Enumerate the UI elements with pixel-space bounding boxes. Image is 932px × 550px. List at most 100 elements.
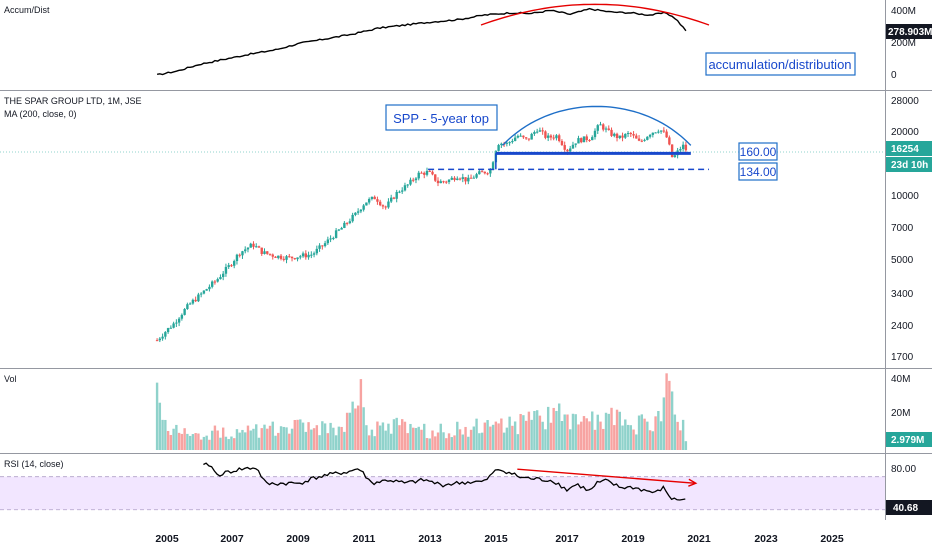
- price-candle-body: [310, 254, 313, 256]
- price-tick: 20000: [891, 127, 919, 138]
- price-candle-body: [580, 138, 583, 143]
- volume-bar: [389, 433, 393, 450]
- price-candle-body: [208, 286, 211, 290]
- volume-bar: [230, 436, 233, 450]
- volume-bar: [552, 407, 555, 450]
- volume-bar: [494, 421, 498, 450]
- price-candle-body: [354, 212, 357, 215]
- top-dome-arc: [502, 105, 692, 146]
- price-tick: 1700: [891, 352, 914, 363]
- price-candle-body: [241, 251, 244, 256]
- volume-bar: [412, 427, 415, 450]
- price-candle-body: [321, 245, 324, 247]
- bar-countdown: 23d 10h: [891, 160, 928, 171]
- price-candle-body: [431, 171, 434, 175]
- price-candle-body: [373, 196, 376, 200]
- level-lower-box[interactable]: [738, 162, 778, 181]
- rsi-trend-arrow-head: [688, 478, 698, 487]
- volume-bar: [164, 419, 167, 450]
- price-candle-body: [255, 246, 258, 248]
- volume-bar: [354, 408, 357, 450]
- price-candle-body: [343, 222, 346, 228]
- price-candle-body: [260, 247, 263, 254]
- volume-bar: [577, 424, 580, 450]
- price-candle-body: [356, 211, 360, 213]
- rsi-trend-arrow-line: [517, 468, 696, 484]
- price-candle-body: [367, 198, 371, 203]
- price-candle-body: [271, 254, 274, 257]
- price-candle-body: [329, 238, 332, 240]
- price-candle-body: [497, 145, 500, 151]
- price-candle-body: [483, 171, 487, 174]
- volume-bar: [183, 428, 186, 450]
- volume-bar: [527, 411, 531, 450]
- volume-bar: [252, 428, 255, 450]
- volume-bar: [604, 412, 608, 450]
- price-candle-body: [161, 336, 164, 339]
- price-candle-body: [538, 130, 542, 132]
- volume-bar: [522, 415, 525, 450]
- volume-bar: [613, 425, 616, 450]
- ad-last-value: 278.903M: [888, 27, 932, 38]
- volume-bar: [651, 431, 655, 450]
- price-candle-body: [613, 133, 616, 136]
- price-candle-body: [180, 314, 184, 319]
- price-candle-body: [155, 340, 159, 342]
- price-candle-body: [513, 137, 517, 141]
- volume-bar: [511, 425, 514, 450]
- price-candle-body: [197, 294, 200, 302]
- top-annotation-box[interactable]: [385, 104, 498, 131]
- price-candle-body: [359, 209, 363, 212]
- volume-bar: [414, 428, 418, 450]
- volume-bar: [657, 411, 660, 450]
- volume-bar: [447, 433, 451, 450]
- price-tick: 7000: [891, 223, 914, 234]
- volume-bar: [315, 425, 319, 450]
- price-pane-title: THE SPAR GROUP LTD, 1M, JSE: [4, 96, 142, 106]
- ad-annotation-box[interactable]: [705, 52, 856, 76]
- volume-bar: [560, 421, 564, 450]
- price-candle-body: [428, 170, 431, 172]
- volume-bar: [673, 414, 677, 450]
- volume-bar: [445, 438, 448, 450]
- price-candle-body: [544, 131, 547, 138]
- price-candle-body: [378, 201, 382, 206]
- ad-last-value-tag: [886, 24, 932, 39]
- ad-annotation-label: accumulation/distribution: [708, 57, 851, 72]
- volume-bar: [279, 426, 283, 450]
- volume-bar: [530, 419, 533, 450]
- volume-bar: [425, 438, 429, 450]
- price-candle-body: [491, 162, 495, 170]
- price-candle-body: [365, 202, 368, 206]
- price-candle-body: [546, 135, 550, 138]
- price-candle-body: [224, 266, 228, 274]
- price-series: [0, 121, 885, 343]
- price-candle-body: [246, 247, 250, 250]
- price-candle-body: [508, 142, 511, 144]
- price-candle-body: [563, 145, 566, 150]
- price-candle-body: [591, 137, 594, 141]
- volume-bar: [646, 421, 649, 450]
- countdown-tag: [886, 157, 932, 172]
- price-candle-body: [475, 174, 478, 178]
- rsi-band: [0, 476, 885, 510]
- price-candle-body: [425, 170, 429, 175]
- price-candle-body: [216, 279, 219, 282]
- rsi-line: [203, 462, 686, 501]
- level-upper-box[interactable]: [738, 142, 778, 161]
- x-axis-label: 2007: [220, 533, 244, 545]
- volume-bar: [475, 418, 478, 450]
- price-candle-body: [345, 222, 349, 224]
- volume-bar: [593, 429, 597, 450]
- price-candle-body: [293, 258, 296, 260]
- volume-bar: [585, 418, 588, 450]
- volume-bar: [197, 433, 200, 450]
- price-candle-body: [527, 138, 531, 140]
- ad-tick: 200M: [891, 38, 916, 49]
- volume-bar: [541, 421, 544, 450]
- volume-bar: [602, 428, 605, 450]
- price-candle-body: [456, 178, 459, 181]
- volume-bar: [591, 411, 594, 450]
- price-candle-body: [643, 139, 646, 141]
